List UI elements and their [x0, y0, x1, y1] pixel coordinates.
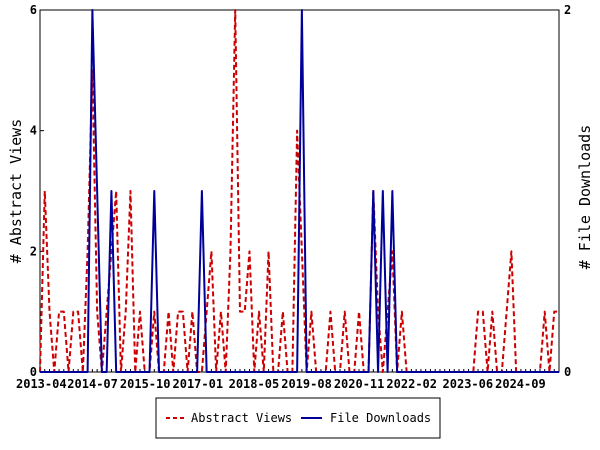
y-left-tick-label: 0: [30, 365, 37, 379]
x-tick-label: 2014-07: [67, 377, 118, 391]
y-right-tick-label: 0: [564, 365, 571, 379]
x-tick-label: 2023-06: [443, 377, 494, 391]
x-tick-label: 2013-04: [16, 377, 67, 391]
x-tick-label: 2015-10: [120, 377, 171, 391]
x-tick-label: 2018-05: [229, 377, 280, 391]
legend-label-abstract-views: Abstract Views: [191, 411, 292, 425]
legend-box: [155, 397, 441, 439]
y-right-tick-label: 2: [564, 3, 571, 17]
y-right-axis-title: # File Downloads: [576, 125, 594, 270]
legend-label-file-downloads: File Downloads: [330, 411, 431, 425]
x-tick-label: 2024-09: [495, 377, 546, 391]
x-tick-label: 2019-08: [281, 377, 332, 391]
x-tick-label: 2022-02: [386, 377, 437, 391]
y-left-axis-title: # Abstract Views: [7, 119, 25, 264]
y-left-tick-label: 4: [30, 124, 37, 138]
series-line-abstract-views: [39, 9, 559, 373]
series-line-file-downloads: [40, 9, 559, 373]
y-left-tick-label: 6: [30, 3, 37, 17]
x-tick-label: 2020-11: [334, 377, 385, 391]
legend: Abstract Views File Downloads: [155, 397, 441, 439]
x-axis: 2013-04 2014-07 2015-10 2017-01 2018-05 2019-…: [16, 369, 560, 391]
x-tick-label: 2017-01: [173, 377, 224, 391]
y-left-tick-label: 2: [30, 244, 37, 258]
series-layer: [39, 9, 559, 373]
